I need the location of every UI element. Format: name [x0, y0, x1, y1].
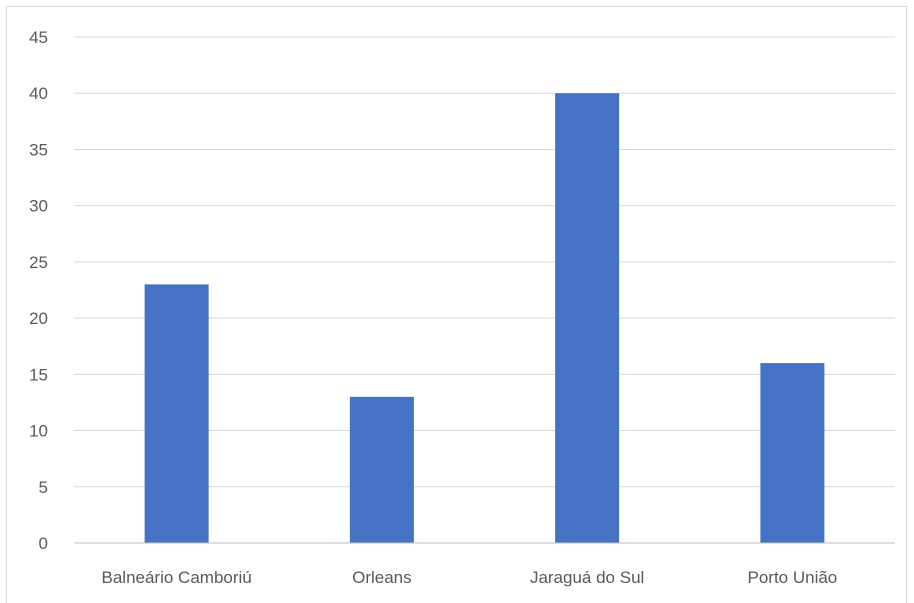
x-category-label: Orleans — [352, 568, 412, 587]
bar-1 — [349, 396, 414, 543]
y-tick-label: 5 — [39, 478, 48, 497]
y-tick-label: 20 — [29, 309, 48, 328]
y-tick-label: 10 — [29, 422, 48, 441]
gridlines — [74, 36, 895, 488]
bars — [144, 93, 825, 543]
y-tick-label: 15 — [29, 365, 48, 384]
y-tick-label: 25 — [29, 253, 48, 272]
y-tick-label: 40 — [29, 84, 48, 103]
x-category-label: Jaraguá do Sul — [530, 568, 644, 587]
y-axis-ticks: 0 5 10 15 20 25 30 35 40 45 — [29, 28, 48, 553]
y-tick-label: 45 — [29, 28, 48, 47]
y-tick-label: 0 — [39, 534, 48, 553]
chart-frame — [6, 6, 907, 603]
bar-2 — [555, 93, 620, 543]
bar-0 — [144, 284, 209, 543]
y-tick-label: 35 — [29, 140, 48, 159]
y-tick-label: 30 — [29, 197, 48, 216]
x-category-label: Porto União — [747, 568, 837, 587]
bar-3 — [760, 363, 825, 543]
x-category-label: Balneário Camboriú — [102, 568, 252, 587]
x-axis-categories: Balneário Camboriú Orleans Jaraguá do Sul P… — [102, 568, 838, 587]
